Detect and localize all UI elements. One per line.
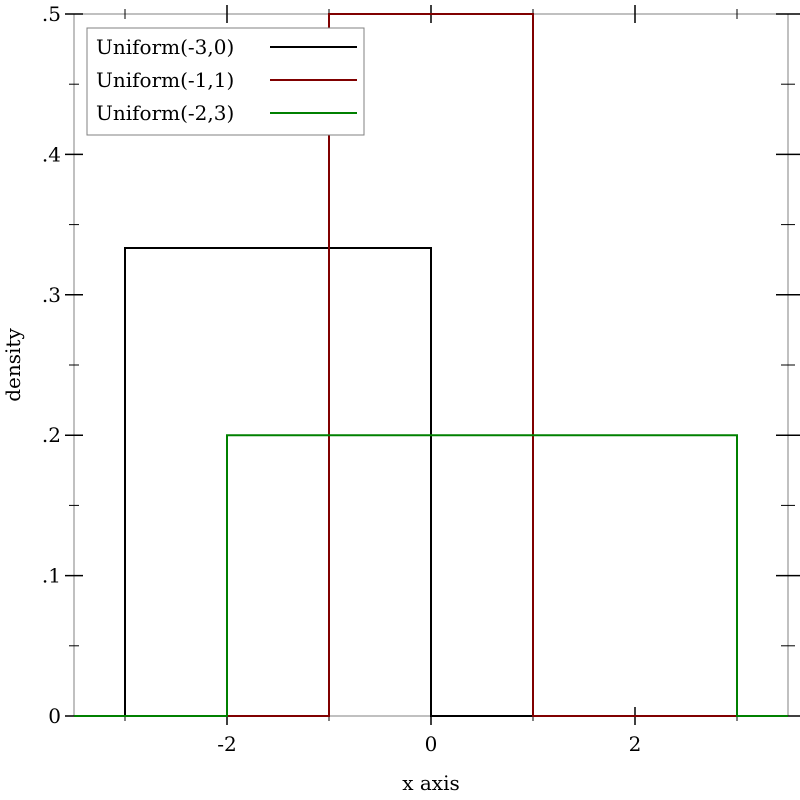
legend-box xyxy=(86,27,365,136)
y-tick-label: 0 xyxy=(48,704,61,728)
legend-label: Uniform(-3,0) xyxy=(96,35,234,59)
series-line-3 xyxy=(74,434,788,717)
x-tick-label: -2 xyxy=(217,732,236,756)
y-tick-label: .1 xyxy=(42,564,61,588)
legend: Uniform(-3,0) Uniform(-1,1) Uniform(-2,3) xyxy=(86,27,365,136)
y-tick-label: .5 xyxy=(42,2,61,26)
y-tick-label: .3 xyxy=(42,283,61,307)
series-line-2 xyxy=(74,13,788,717)
series-line-1 xyxy=(74,247,788,717)
y-tick-label: .2 xyxy=(42,423,61,447)
series-layer xyxy=(74,13,788,717)
x-tick-label: 0 xyxy=(425,732,438,756)
y-axis-label: density xyxy=(1,328,25,402)
legend-label: Uniform(-1,1) xyxy=(96,68,234,92)
x-tick-label: 2 xyxy=(629,732,642,756)
x-axis-label: x axis xyxy=(402,771,460,795)
legend-label: Uniform(-2,3) xyxy=(96,101,234,125)
y-tick-label: .4 xyxy=(42,142,61,166)
